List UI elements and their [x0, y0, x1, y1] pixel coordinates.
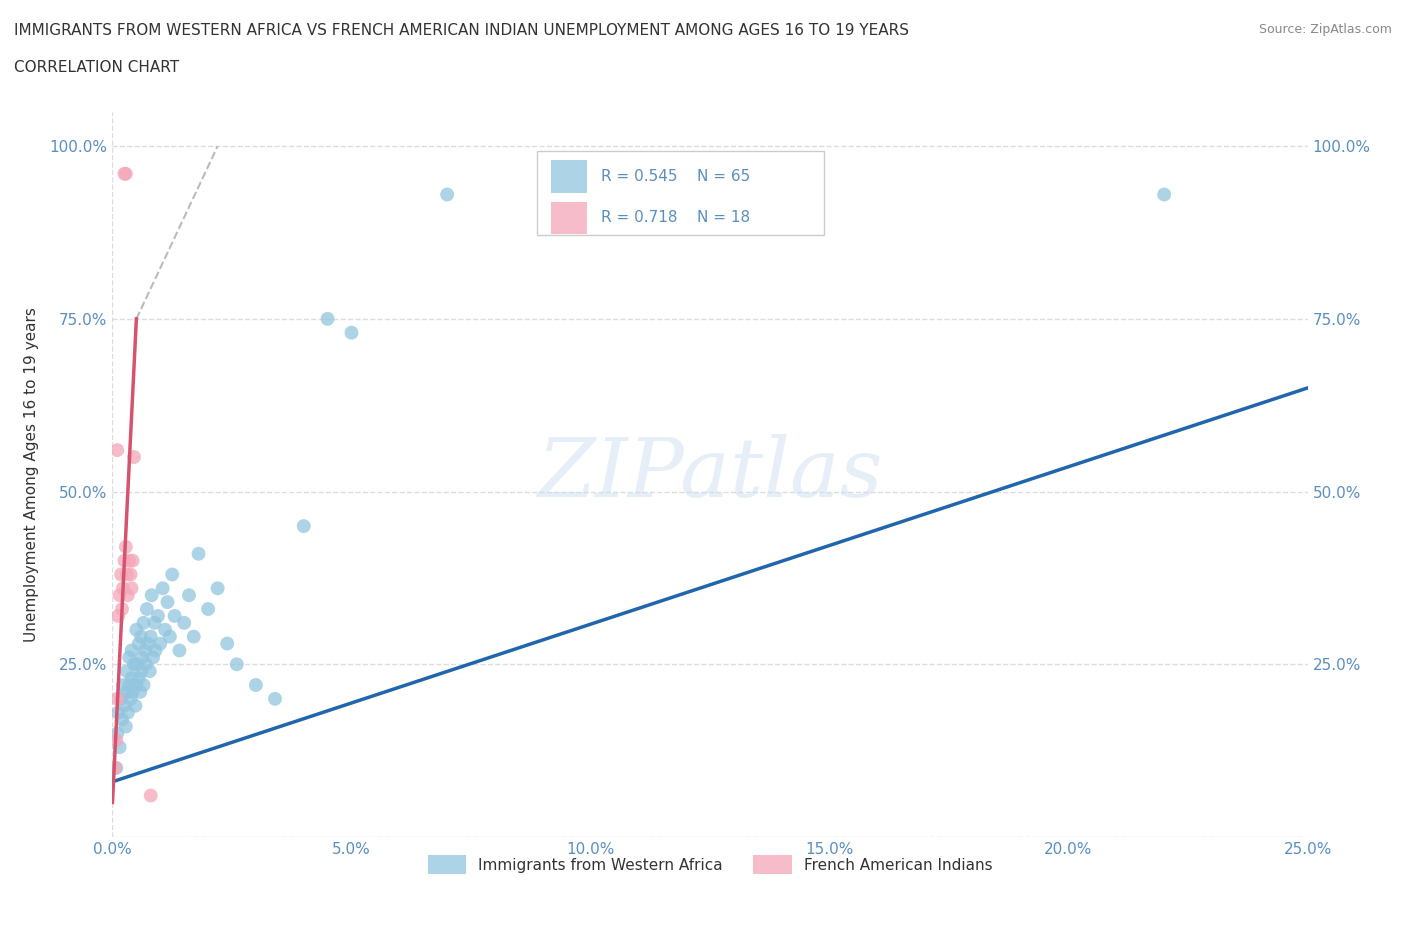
Point	[105, 726, 128, 741]
Point	[177, 588, 200, 603]
Point	[111, 581, 134, 596]
Point	[115, 166, 138, 181]
Point	[183, 630, 205, 644]
Point	[135, 657, 157, 671]
Text: CORRELATION CHART: CORRELATION CHART	[14, 60, 179, 75]
Text: Source: ZipAtlas.com: Source: ZipAtlas.com	[1258, 23, 1392, 36]
Point	[153, 622, 176, 637]
Point	[129, 684, 152, 699]
Point	[128, 636, 150, 651]
Point	[118, 650, 141, 665]
Point	[121, 671, 143, 685]
Point	[145, 643, 167, 658]
Legend: Immigrants from Western Africa, French American Indians: Immigrants from Western Africa, French A…	[422, 849, 998, 880]
Point	[105, 691, 128, 706]
Point	[115, 567, 138, 582]
Point	[162, 567, 183, 582]
Point	[129, 630, 152, 644]
Text: IMMIGRANTS FROM WESTERN AFRICA VS FRENCH AMERICAN INDIAN UNEMPLOYMENT AMONG AGES: IMMIGRANTS FROM WESTERN AFRICA VS FRENCH…	[14, 23, 910, 38]
Point	[121, 553, 143, 568]
Point	[117, 705, 139, 720]
Point	[134, 643, 156, 658]
Point	[110, 567, 132, 582]
Point	[115, 539, 138, 554]
Point	[138, 636, 160, 651]
Text: ZIPatlas: ZIPatlas	[537, 434, 883, 514]
Y-axis label: Unemployment Among Ages 16 to 19 years: Unemployment Among Ages 16 to 19 years	[24, 307, 38, 642]
Point	[111, 712, 134, 727]
FancyBboxPatch shape	[551, 202, 586, 234]
Point	[115, 684, 138, 699]
Point	[114, 166, 135, 181]
Point	[169, 643, 191, 658]
Point	[264, 691, 287, 706]
Point	[159, 630, 181, 644]
Point	[105, 443, 128, 458]
Point	[1153, 187, 1175, 202]
Point	[120, 691, 142, 706]
Point	[114, 553, 135, 568]
Point	[139, 664, 162, 679]
Point	[107, 705, 129, 720]
Point	[225, 657, 247, 671]
Point	[436, 187, 458, 202]
Point	[108, 739, 131, 754]
Point	[110, 691, 132, 706]
Point	[125, 622, 148, 637]
Point	[128, 671, 150, 685]
Point	[121, 643, 143, 658]
Point	[115, 719, 138, 734]
FancyBboxPatch shape	[537, 152, 824, 235]
Point	[121, 581, 143, 596]
Point	[115, 664, 138, 679]
Point	[245, 678, 267, 693]
Point	[105, 733, 128, 748]
Point	[111, 602, 134, 617]
FancyBboxPatch shape	[551, 160, 586, 193]
Point	[146, 608, 169, 623]
Point	[149, 636, 172, 651]
Point	[316, 312, 339, 326]
Point	[340, 326, 363, 340]
Point	[187, 546, 209, 561]
Point	[108, 588, 131, 603]
Point	[292, 519, 315, 534]
Text: R = 0.545    N = 65: R = 0.545 N = 65	[602, 169, 751, 184]
Point	[143, 616, 166, 631]
Point	[122, 449, 145, 464]
Point	[207, 581, 229, 596]
Point	[139, 788, 162, 803]
Point	[124, 698, 146, 713]
Point	[120, 567, 142, 582]
Point	[118, 678, 141, 693]
Point	[163, 608, 186, 623]
Point	[156, 594, 179, 609]
Point	[118, 553, 141, 568]
Point	[141, 588, 163, 603]
Point	[107, 608, 129, 623]
Point	[117, 588, 139, 603]
Point	[132, 616, 155, 631]
Point	[197, 602, 219, 617]
Point	[121, 684, 143, 699]
Point	[105, 761, 128, 776]
Point	[135, 602, 157, 617]
Point	[139, 630, 162, 644]
Point	[132, 678, 155, 693]
Point	[127, 657, 149, 671]
Point	[104, 761, 127, 776]
Point	[114, 698, 135, 713]
Point	[111, 678, 134, 693]
Text: R = 0.718    N = 18: R = 0.718 N = 18	[602, 210, 751, 225]
Point	[152, 581, 174, 596]
Point	[125, 678, 148, 693]
Point	[142, 650, 165, 665]
Point	[129, 664, 152, 679]
Point	[173, 616, 195, 631]
Point	[131, 650, 153, 665]
Point	[217, 636, 239, 651]
Point	[122, 657, 145, 671]
